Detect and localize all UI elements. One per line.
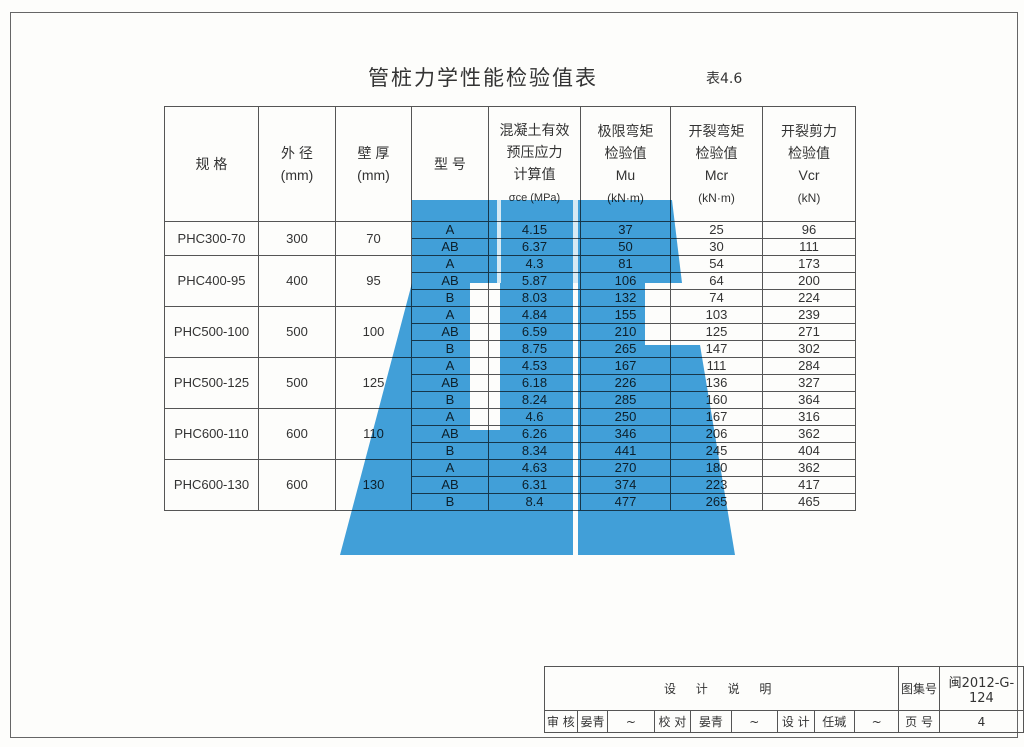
cell-mcr: 103 xyxy=(670,306,763,324)
cell-vcr: 465 xyxy=(762,493,856,511)
cell-spec: PHC300-70 xyxy=(164,221,259,256)
check-name: 晏青 xyxy=(690,710,732,733)
atlas-label: 图集号 xyxy=(898,666,940,711)
header-row: 规 格 外 径 (mm) 壁 厚 (mm) 型 号 混凝土有效 预压应力 计算值 σce … xyxy=(164,106,856,222)
cell-od: 600 xyxy=(258,408,336,460)
watermark-top-bar xyxy=(412,200,682,283)
cell-vcr: 404 xyxy=(762,442,856,460)
cell-spec: PHC600-110 xyxy=(164,408,259,460)
check-signature: ~ xyxy=(730,710,778,733)
header-vcr: 开裂剪力 检验值 Vcr (kN) xyxy=(762,106,856,222)
table-number: 表4.6 xyxy=(706,71,743,87)
page-label: 页 号 xyxy=(898,710,940,733)
design-signature: ~ xyxy=(853,710,900,733)
cell-mcr: 74 xyxy=(670,289,763,307)
atlas-number: 闽2012-G-124 xyxy=(938,666,1024,711)
review-label: 审 核 xyxy=(544,710,578,733)
drawing-title: 设 计 说 明 xyxy=(543,666,900,711)
cell-spec: PHC400-95 xyxy=(164,255,259,307)
check-label: 校 对 xyxy=(653,710,692,733)
cell-vcr: 362 xyxy=(762,425,856,443)
review-name: 晏青 xyxy=(576,710,609,733)
cell-spec: PHC600-130 xyxy=(164,459,259,511)
cell-od: 600 xyxy=(258,459,336,511)
watermark-center xyxy=(500,283,573,555)
cell-wall: 70 xyxy=(335,221,412,256)
design-name: 任瑊 xyxy=(813,710,855,733)
cell-vcr: 327 xyxy=(762,374,856,392)
title-block: 设 计 说 明 图集号 闽2012-G-124 审 核 晏青 ~ 校 对 晏青 … xyxy=(543,666,1024,733)
header-spec: 规 格 xyxy=(164,106,259,222)
watermark-left-leg xyxy=(340,283,500,555)
design-label: 设 计 xyxy=(776,710,815,733)
sheet-frame xyxy=(10,12,1018,738)
cell-vcr: 173 xyxy=(762,255,856,273)
cell-vcr: 200 xyxy=(762,272,856,290)
table-title: 管桩力学性能检验值表 xyxy=(368,66,598,90)
review-signature: ~ xyxy=(607,710,655,733)
cell-spec: PHC500-100 xyxy=(164,306,259,358)
page-number: 4 xyxy=(938,710,1024,733)
header-mcr: 开裂弯矩 检验值 Mcr (kN·m) xyxy=(670,106,763,222)
header-wall: 壁 厚 (mm) xyxy=(335,106,412,222)
watermark-right-leg xyxy=(578,283,735,555)
cell-vcr: 362 xyxy=(762,459,856,477)
cell-vcr: 271 xyxy=(762,323,856,341)
